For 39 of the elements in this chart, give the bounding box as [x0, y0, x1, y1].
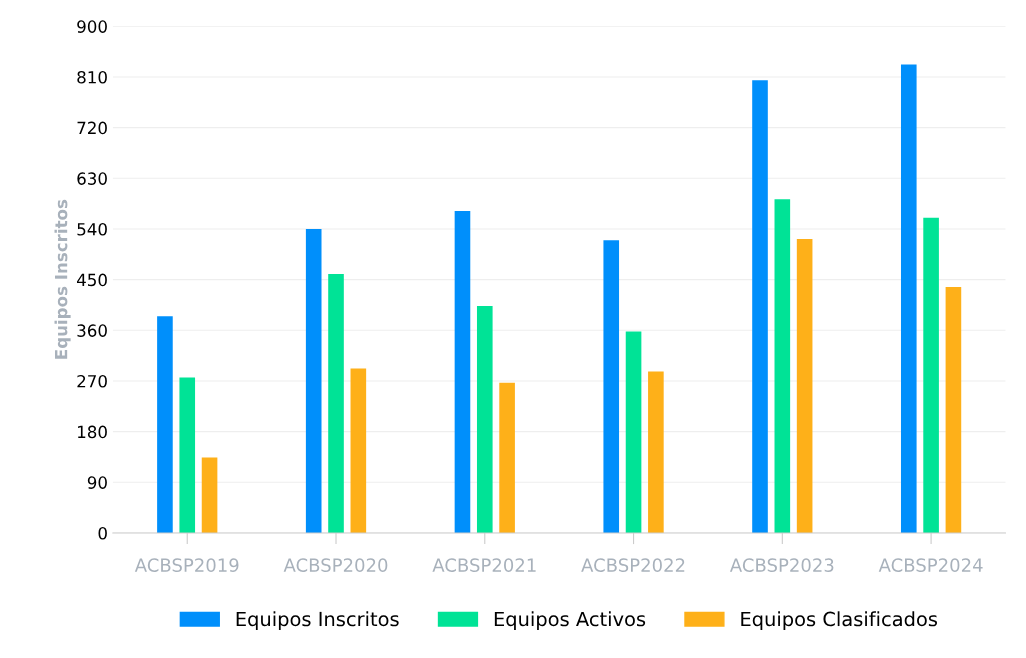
y-tick-label: 900 — [77, 20, 107, 33]
bar — [350, 368, 367, 533]
y-tick-label: 360 — [77, 324, 107, 337]
bar — [305, 228, 322, 533]
y-tick-label: 540 — [77, 222, 107, 236]
legend-label: Equipos Activos — [494, 611, 646, 631]
x-tick-label: ACBSP2023 — [729, 558, 834, 572]
y-tick-label: 0 — [98, 526, 107, 540]
x-tick-label: ACBSP2019 — [134, 558, 239, 572]
y-tick-label: 450 — [77, 273, 107, 287]
x-tick-label: ACBSP2022 — [581, 558, 685, 572]
bar — [752, 80, 768, 533]
bar — [625, 331, 642, 533]
bar — [774, 199, 791, 533]
bar — [796, 239, 813, 533]
x-tick-label: ACBSP2021 — [432, 558, 536, 572]
bar — [454, 210, 471, 533]
y-tick-label: 810 — [77, 70, 107, 84]
legend-label: Equipos Inscritos — [236, 611, 399, 631]
bar — [648, 371, 664, 533]
bar — [900, 64, 917, 533]
bar — [499, 382, 515, 533]
bar — [179, 377, 196, 533]
y-tick-label: 720 — [77, 121, 107, 135]
bar — [476, 306, 493, 533]
bar — [923, 217, 939, 533]
y-tick-label: 180 — [78, 425, 107, 439]
bar — [945, 286, 962, 533]
bar — [201, 457, 218, 533]
x-tick-label: ACBSP2024 — [878, 558, 983, 572]
y-tick-label: 90 — [87, 476, 107, 489]
y-tick-label: 630 — [77, 172, 107, 185]
y-tick-label: 270 — [77, 374, 107, 388]
y-axis-title: Equipos Inscritos — [54, 199, 71, 359]
legend-label: Equipos Clasificados — [741, 611, 938, 631]
bar — [328, 274, 344, 533]
bar — [157, 316, 173, 533]
x-tick-label: ACBSP2020 — [283, 558, 388, 572]
bar — [603, 240, 620, 533]
